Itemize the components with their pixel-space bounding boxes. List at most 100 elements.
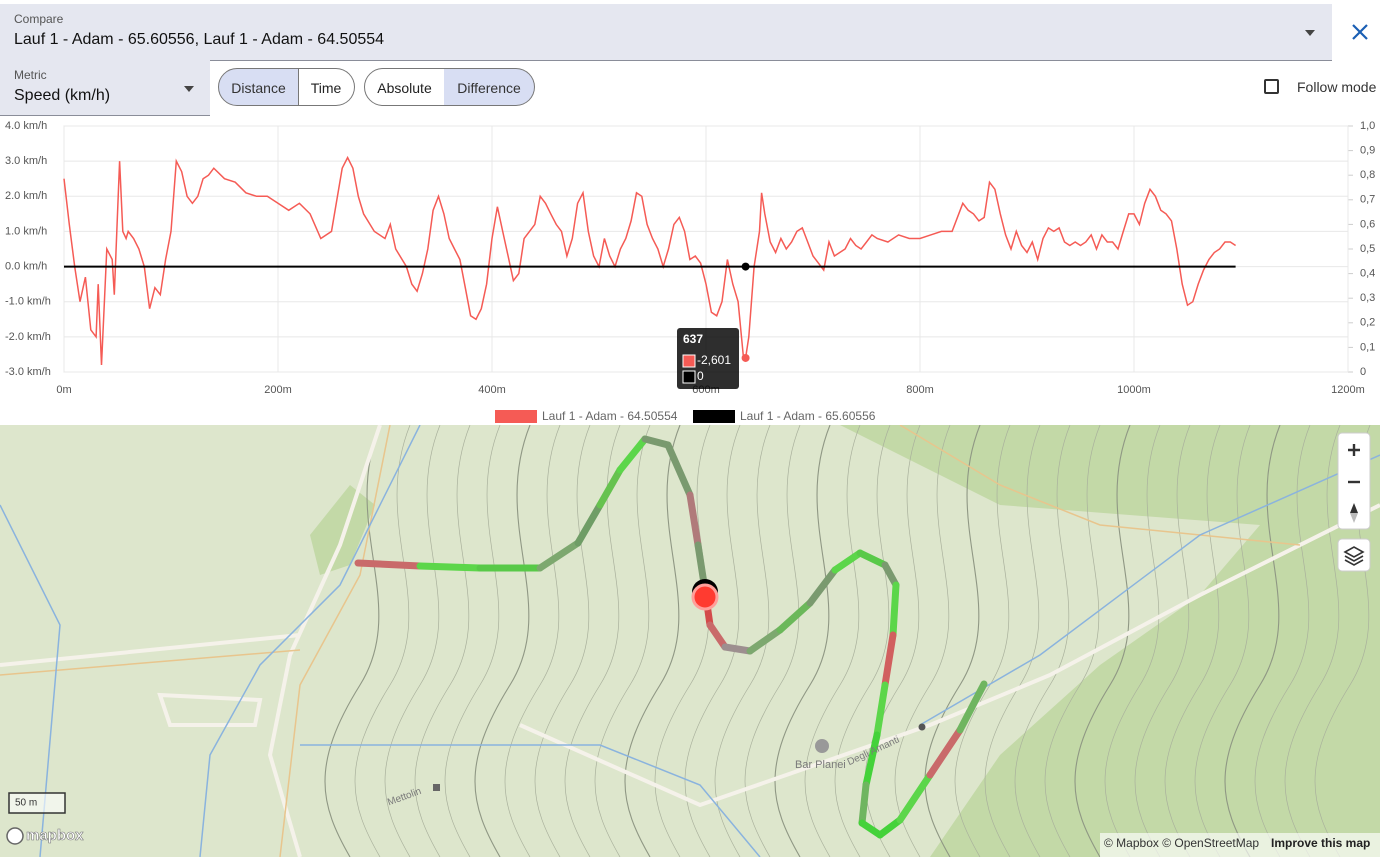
y2-tick-label: 0,8 bbox=[1360, 169, 1375, 181]
contour-line bbox=[414, 425, 471, 857]
mapbox-logo-icon bbox=[6, 827, 24, 845]
contour-line bbox=[714, 425, 771, 857]
contour-line bbox=[774, 425, 831, 857]
contour-line bbox=[564, 425, 621, 857]
dropdown-arrow bbox=[1305, 30, 1315, 36]
track bbox=[354, 435, 988, 839]
track-segment bbox=[596, 466, 624, 509]
tooltip-swatch bbox=[682, 370, 696, 384]
contours bbox=[324, 425, 1371, 857]
contour-line bbox=[1134, 425, 1191, 857]
y2-tick-label: 0,7 bbox=[1360, 194, 1375, 206]
contour-line bbox=[804, 425, 861, 857]
y-tick-label: -2.0 km/h bbox=[5, 331, 51, 343]
tooltip-value: 0 bbox=[697, 369, 704, 383]
contour-line bbox=[1194, 425, 1251, 857]
contour-line bbox=[444, 425, 501, 857]
forest bbox=[310, 485, 375, 575]
mapbox-logo[interactable]: mapbox bbox=[26, 827, 85, 845]
zoom-in[interactable] bbox=[1348, 444, 1360, 456]
difference-button[interactable]: Difference bbox=[444, 68, 535, 106]
zoom-controls bbox=[1337, 432, 1371, 572]
x-tick-label: 400m bbox=[478, 384, 506, 396]
track-segment bbox=[721, 643, 754, 655]
contour-line bbox=[594, 425, 651, 857]
attribution[interactable]: © Mapbox © OpenStreetMap bbox=[1104, 836, 1259, 850]
contour-line bbox=[534, 425, 591, 857]
track-segment bbox=[889, 581, 900, 639]
track-segment bbox=[574, 501, 604, 547]
absolute-button[interactable]: Absolute bbox=[364, 68, 445, 106]
follow-label: Follow mode bbox=[1297, 79, 1377, 95]
y2-tick-label: 0,6 bbox=[1360, 218, 1375, 230]
roads bbox=[0, 425, 1380, 857]
contour-line bbox=[984, 425, 1041, 857]
contour-line bbox=[684, 425, 741, 857]
track-segment bbox=[536, 539, 582, 572]
attribution-box bbox=[1100, 833, 1380, 857]
contour-line bbox=[504, 425, 561, 857]
legend-label: Lauf 1 - Adam - 65.60556 bbox=[740, 409, 876, 423]
compare-label: Compare bbox=[14, 12, 64, 26]
bar-icon bbox=[815, 739, 829, 753]
y2-tick-label: 0,4 bbox=[1360, 268, 1375, 280]
contour-line bbox=[324, 425, 381, 857]
track-segment bbox=[858, 781, 870, 827]
contour-line bbox=[1254, 425, 1311, 857]
tooltip-title: 637 bbox=[683, 332, 703, 346]
track-segment bbox=[896, 771, 934, 824]
contour-line bbox=[1164, 425, 1221, 857]
close-button[interactable] bbox=[1350, 22, 1370, 42]
map[interactable]: Bar Planei Degli Amanti Mettolin 50 m ma… bbox=[0, 425, 1380, 857]
compass-south bbox=[1350, 513, 1358, 523]
metric-select[interactable]: Metric Speed (km/h) bbox=[0, 60, 210, 116]
track-segment bbox=[856, 549, 889, 569]
track-segment bbox=[858, 819, 884, 839]
track-segment bbox=[354, 559, 424, 570]
poi bbox=[918, 723, 926, 731]
track-segment bbox=[881, 561, 900, 589]
track-segment bbox=[776, 599, 814, 634]
track-segment bbox=[873, 681, 889, 739]
layers-button[interactable] bbox=[1337, 538, 1371, 572]
position-marker-red bbox=[691, 583, 719, 611]
track-segment bbox=[881, 631, 897, 689]
contour-line bbox=[1104, 425, 1161, 857]
track-segment bbox=[416, 562, 484, 572]
track-segment bbox=[806, 566, 839, 607]
y2-tick-label: 0 bbox=[1360, 366, 1366, 378]
improve-map-link[interactable]: Improve this map bbox=[1271, 836, 1370, 850]
y-tick-label: 2.0 km/h bbox=[5, 190, 47, 202]
y2-tick-label: 1,0 bbox=[1360, 120, 1375, 132]
tooltip-swatch bbox=[682, 354, 696, 368]
contour-line bbox=[354, 425, 411, 857]
compare-value: Lauf 1 - Adam - 65.60556, Lauf 1 - Adam … bbox=[14, 31, 385, 48]
forest bbox=[840, 425, 1380, 857]
scale-bar bbox=[8, 792, 66, 814]
scale-label: 50 m bbox=[15, 798, 37, 809]
x-tick-label: 800m bbox=[906, 384, 934, 396]
distance-button[interactable]: Distance bbox=[218, 68, 299, 106]
track-segment bbox=[831, 549, 864, 574]
track-segment bbox=[686, 491, 702, 549]
track-segment bbox=[956, 680, 988, 734]
x-tick-label: 0m bbox=[56, 384, 71, 396]
metric-value: Speed (km/h) bbox=[14, 87, 111, 104]
y-tick-label: 1.0 km/h bbox=[5, 225, 47, 237]
contour-line bbox=[1224, 425, 1281, 857]
time-button[interactable]: Time bbox=[298, 68, 355, 106]
contour-line bbox=[1074, 425, 1131, 857]
dropdown-arrow bbox=[184, 86, 194, 92]
layers-icon bbox=[1343, 546, 1365, 566]
hover-point bbox=[741, 262, 750, 271]
contour-line bbox=[474, 425, 531, 857]
follow-checkbox[interactable] bbox=[1264, 79, 1279, 94]
x-tick-label: 1200m bbox=[1331, 384, 1365, 396]
compass[interactable] bbox=[1350, 503, 1358, 513]
legend-swatch bbox=[495, 410, 537, 423]
legend-swatch bbox=[693, 410, 735, 423]
y-tick-label: -3.0 km/h bbox=[5, 366, 51, 378]
compare-select[interactable]: Compare Lauf 1 - Adam - 65.60556, Lauf 1… bbox=[0, 4, 1332, 61]
x-tick-label: 1000m bbox=[1117, 384, 1151, 396]
